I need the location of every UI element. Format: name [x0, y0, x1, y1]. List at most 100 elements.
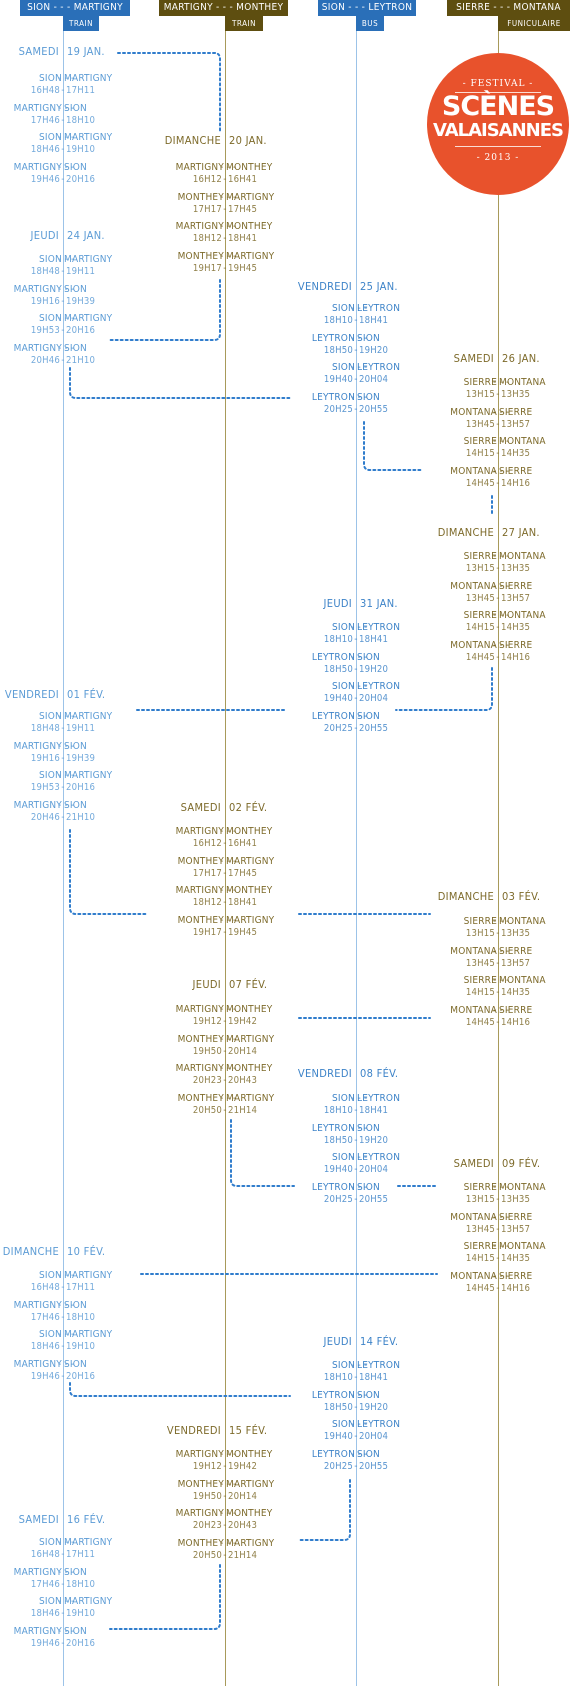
- trip-from: SION: [332, 362, 355, 373]
- trip-from: MONTHEY: [177, 1033, 224, 1045]
- trip-arrival: 17H45: [228, 867, 258, 879]
- time-separator: -: [354, 1460, 358, 1472]
- trip-to: SIERRE: [499, 580, 533, 592]
- trip-arrival: 20H55: [359, 722, 389, 734]
- time-separator: -: [496, 448, 500, 459]
- trip-to: MARTIGNY: [226, 1478, 275, 1490]
- trip-to: MONTANA: [499, 610, 546, 621]
- time-separator: -: [61, 144, 65, 155]
- trip-departure: 19H17: [192, 262, 222, 274]
- trip-arrival: 17H11: [66, 1282, 96, 1293]
- trip-departure: 18H10: [323, 634, 353, 645]
- time-separator: -: [354, 1105, 358, 1116]
- day-date: 24 JAN.: [67, 229, 105, 242]
- time-separator: -: [61, 723, 65, 734]
- trip-arrival: 13H35: [501, 389, 531, 400]
- trip-separator: - - -: [58, 161, 75, 173]
- trip-from: LEYTRON: [311, 332, 355, 344]
- time-separator: -: [354, 315, 358, 326]
- trip-arrival: 14H16: [501, 651, 531, 663]
- trip-from: MONTANA: [450, 1270, 497, 1282]
- trip-departure: 19H46: [30, 1370, 60, 1382]
- trip-arrival: 19H45: [228, 262, 258, 274]
- trip-arrival: 18H41: [359, 634, 389, 645]
- time-separator: -: [354, 1164, 358, 1175]
- trip-from: LEYTRON: [311, 1448, 355, 1460]
- trip-departure: 14H15: [465, 622, 495, 633]
- trip-to: MONTANA: [499, 436, 546, 447]
- trip-to: SION: [64, 740, 87, 752]
- trip-to: MONTANA: [499, 1182, 546, 1193]
- day-name: VENDREDI: [166, 1424, 221, 1437]
- time-separator: -: [223, 897, 227, 908]
- trip-from: MARTIGNY: [13, 102, 62, 114]
- trip-to: SIERRE: [499, 406, 533, 418]
- trip-arrival: 21H14: [228, 1104, 258, 1116]
- trip-to: MONTHEY: [226, 221, 273, 232]
- time-separator: -: [496, 1223, 500, 1235]
- line-sierre-montana: [498, 0, 499, 1686]
- trip-arrival: 17H11: [66, 85, 96, 96]
- time-separator: -: [496, 1194, 500, 1205]
- trip-from: SIERRE: [463, 975, 497, 986]
- trip-separator: - - -: [58, 1329, 75, 1340]
- trip-arrival: 18H41: [228, 897, 258, 908]
- trip-separator: - - -: [220, 855, 237, 867]
- trip-separator: - - -: [58, 740, 75, 752]
- trip-departure: 13H45: [465, 592, 495, 604]
- day-date: 08 FÉV.: [360, 1067, 399, 1080]
- trip-separator: - - -: [58, 132, 75, 143]
- day-date: 03 FÉV.: [502, 890, 541, 903]
- logo-year: - 2013 -: [476, 153, 520, 163]
- trip-departure: 20H25: [323, 722, 353, 734]
- time-separator: -: [496, 651, 500, 663]
- trip-separator: - - -: [493, 916, 510, 927]
- trip-departure: 17H17: [192, 203, 222, 215]
- trip-arrival: 16H41: [228, 838, 258, 849]
- time-separator: -: [354, 344, 358, 356]
- trip-departure: 17H17: [192, 867, 222, 879]
- time-separator: -: [61, 752, 65, 764]
- trip-separator: - - -: [220, 1033, 237, 1045]
- trip-from: MONTHEY: [177, 250, 224, 262]
- time-separator: -: [223, 262, 227, 274]
- day-date: 16 FÉV.: [67, 1513, 106, 1526]
- trip-arrival: 13H35: [501, 1194, 531, 1205]
- trip-to: SION: [357, 391, 380, 403]
- trip-departure: 19H40: [323, 1431, 353, 1442]
- trip-from: SION: [39, 770, 62, 781]
- trip-separator: - - -: [493, 1211, 510, 1223]
- time-separator: -: [61, 1282, 65, 1293]
- trip-separator: - - -: [493, 975, 510, 986]
- trip-arrival: 14H35: [501, 622, 531, 633]
- trip-from: SIERRE: [463, 1241, 497, 1252]
- day-date: 01 FÉV.: [67, 688, 106, 701]
- trip-from: MARTIGNY: [175, 1063, 224, 1074]
- trip-to: SION: [357, 1181, 380, 1193]
- trip-arrival: 19H11: [66, 266, 96, 277]
- trip-from: SION: [332, 1093, 355, 1104]
- trip-departure: 18H46: [30, 1608, 60, 1619]
- time-separator: -: [354, 1401, 358, 1413]
- trip-arrival: 19H11: [66, 723, 96, 734]
- trip-departure: 16H48: [30, 1282, 60, 1293]
- trip-separator: - - -: [220, 1063, 237, 1074]
- trip-arrival: 20H04: [359, 1431, 389, 1442]
- trip-departure: 20H46: [30, 811, 60, 823]
- trip-arrival: 13H57: [501, 418, 531, 430]
- trip-to: MARTIGNY: [64, 73, 113, 84]
- time-separator: -: [496, 1253, 500, 1264]
- trip-from: MARTIGNY: [13, 1299, 62, 1311]
- time-separator: -: [223, 1490, 227, 1502]
- trip-separator: - - -: [220, 1478, 237, 1490]
- trip-to: MONTANA: [499, 975, 546, 986]
- trip-to: SION: [64, 283, 87, 295]
- trip-from: MARTIGNY: [13, 799, 62, 811]
- trip-arrival: 18H10: [66, 1578, 96, 1590]
- time-separator: -: [354, 1372, 358, 1383]
- trip-separator: - - -: [493, 580, 510, 592]
- trip-from: SIERRE: [463, 916, 497, 927]
- time-separator: -: [61, 1608, 65, 1619]
- trip-arrival: 13H57: [501, 1223, 531, 1235]
- day-name: JEUDI: [323, 597, 352, 610]
